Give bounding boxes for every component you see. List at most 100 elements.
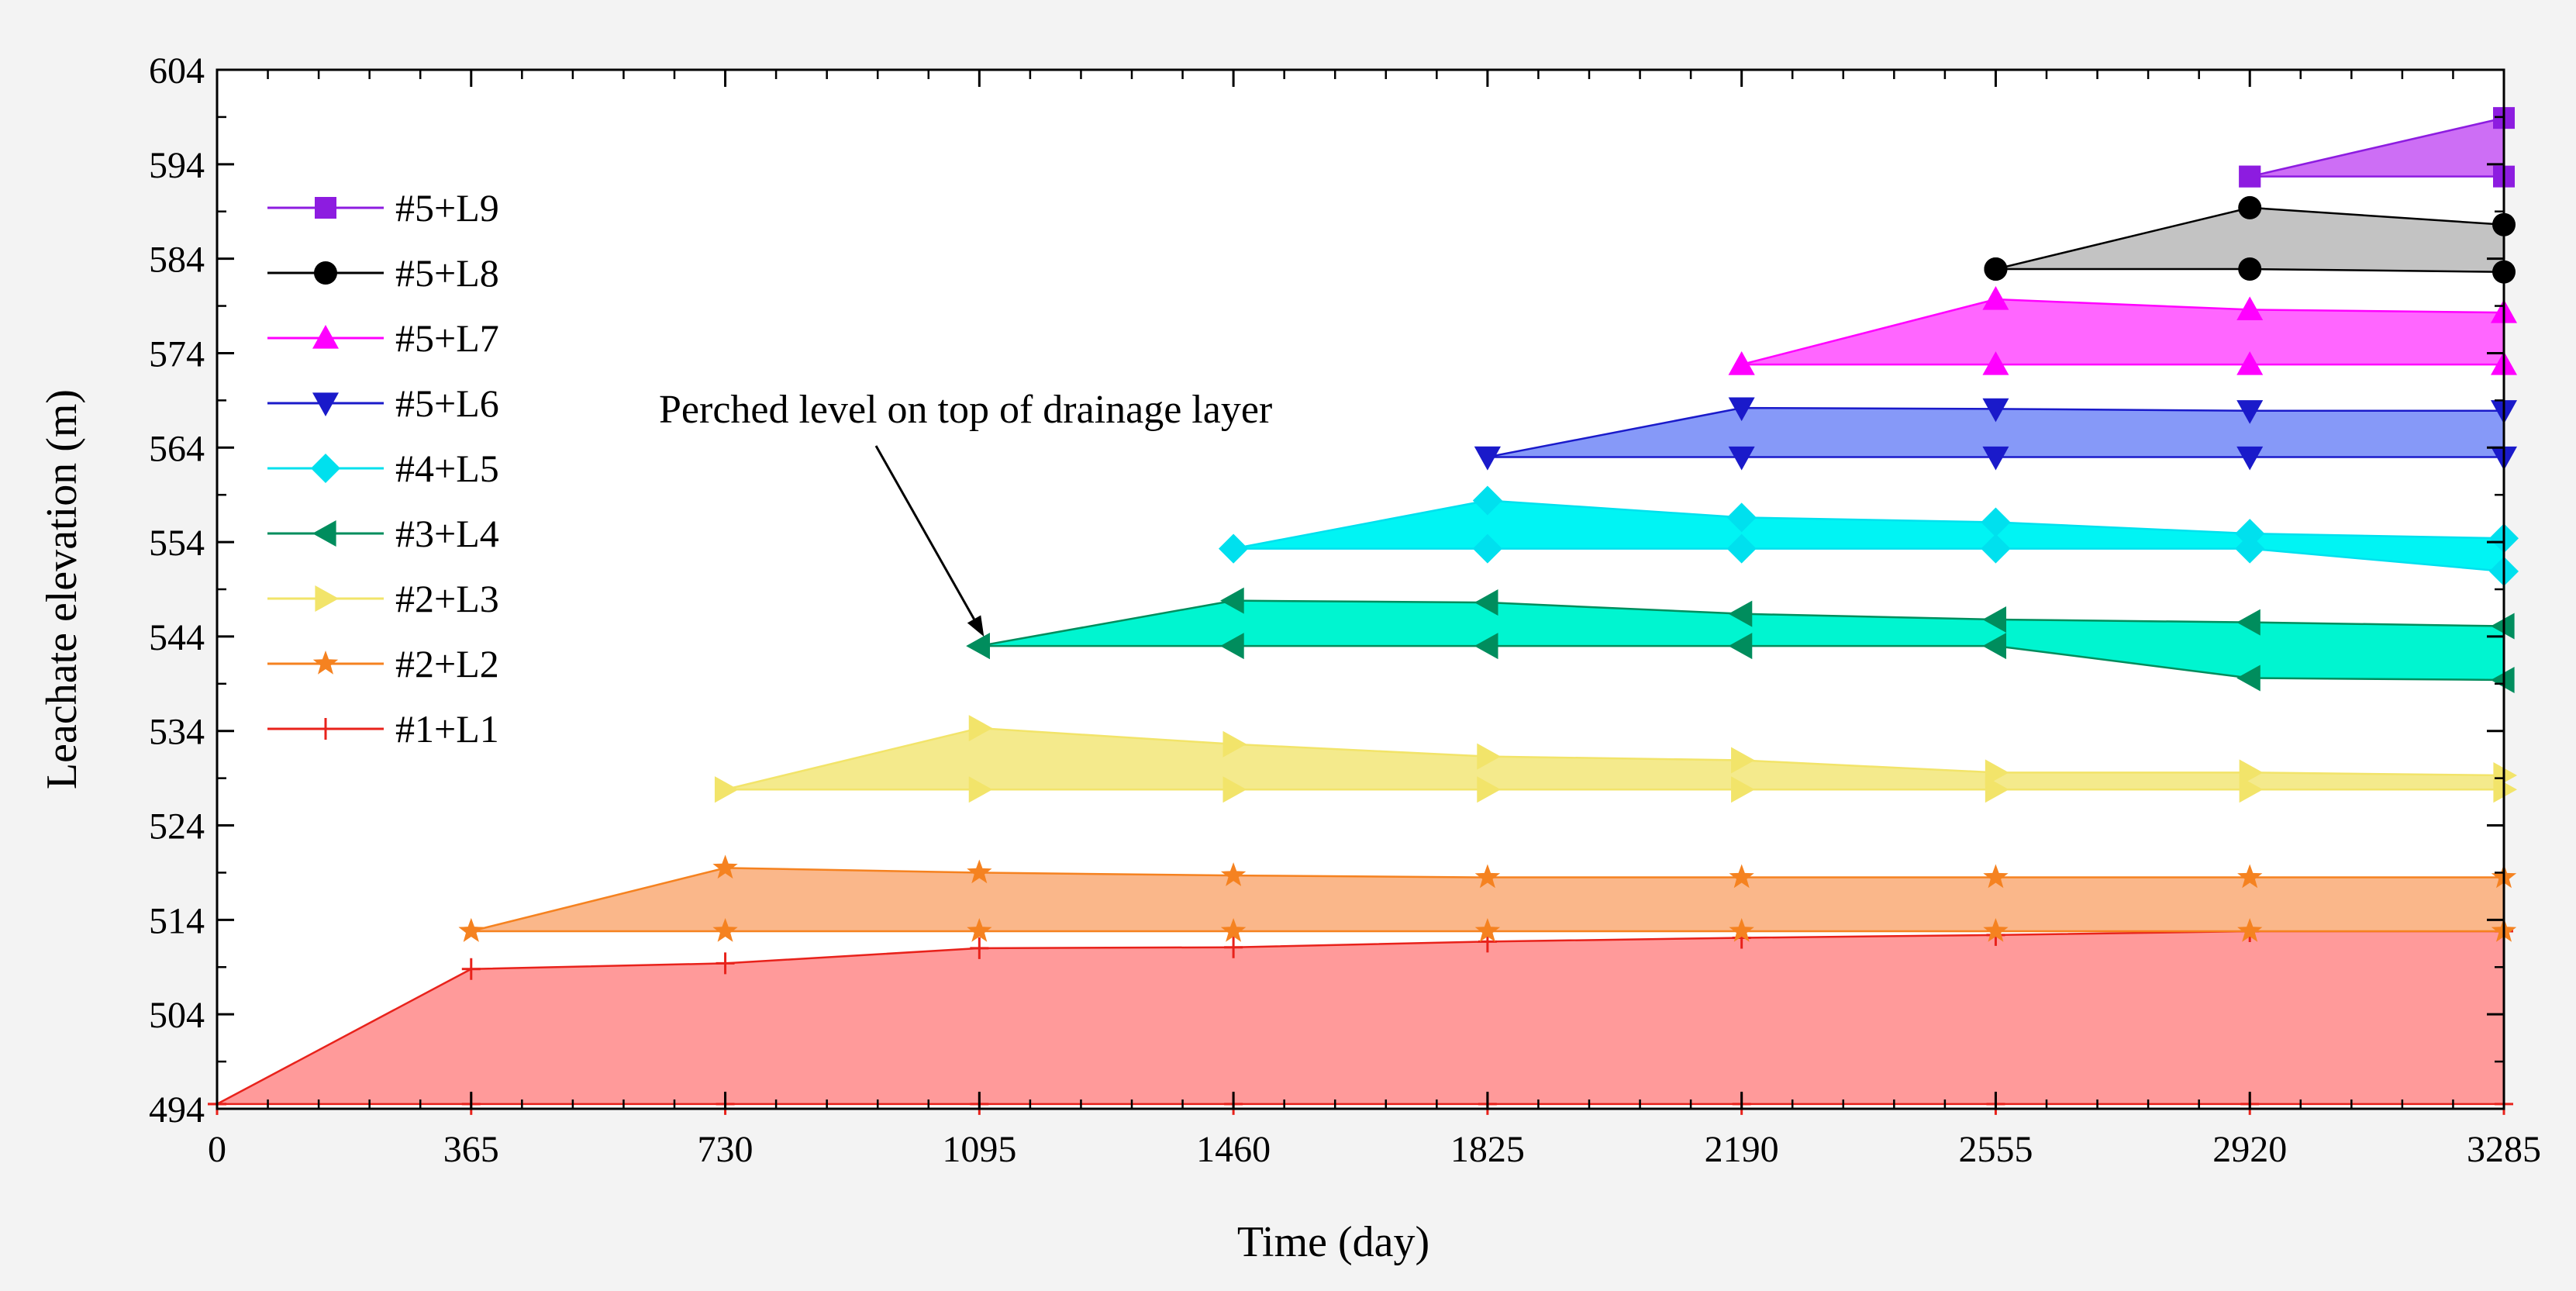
data-point-lower xyxy=(1477,776,1501,803)
data-point-lower xyxy=(2493,776,2517,803)
annotation-arrow-line xyxy=(874,445,975,620)
data-point-upper xyxy=(1985,759,2009,786)
data-point-lower xyxy=(1982,351,2009,375)
legend-marker xyxy=(312,325,339,349)
upper-line xyxy=(216,930,2504,1106)
data-point-upper xyxy=(1220,587,1244,614)
legend-item-2-l2: #2+L2 xyxy=(267,642,499,685)
series-5-l6 xyxy=(1474,397,2517,471)
x-tick-label: 1825 xyxy=(1450,1129,1525,1170)
x-axis-title: Time (day) xyxy=(1237,1218,1429,1266)
data-point-upper xyxy=(2236,609,2260,636)
legend-item-2-l3: #2+L3 xyxy=(267,577,499,620)
data-point-upper xyxy=(1981,507,2011,537)
y-tick-label: 604 xyxy=(149,50,205,91)
legend-label: #5+L6 xyxy=(395,381,499,425)
band-fill xyxy=(1995,207,2504,272)
data-point-upper xyxy=(967,859,992,884)
legend-label: #5+L7 xyxy=(395,316,499,360)
data-point-lower xyxy=(966,633,990,660)
data-point-upper xyxy=(1474,589,1498,616)
series-5-l7 xyxy=(1728,286,2517,375)
data-point-lower xyxy=(1220,918,1247,942)
data-point-lower xyxy=(1981,533,2011,564)
legend-item-1-l1: #1+L1 xyxy=(267,707,499,751)
y-axis-title: Leachate elevation (m) xyxy=(38,389,86,789)
data-point-upper xyxy=(1222,730,1247,758)
y-tick-label: 584 xyxy=(149,240,205,281)
data-point-lower xyxy=(1474,446,1501,471)
data-point-lower xyxy=(1982,633,2007,660)
data-point-lower xyxy=(968,776,993,803)
data-point-upper xyxy=(1729,864,1754,889)
legend-label: #2+L3 xyxy=(395,577,499,620)
x-tick-label: 0 xyxy=(208,1129,226,1170)
y-tick-label: 554 xyxy=(149,523,205,564)
data-point-upper xyxy=(1982,606,2007,633)
y-tick-label: 504 xyxy=(149,995,205,1036)
y-tick-label: 544 xyxy=(149,617,205,658)
data-point-lower xyxy=(967,918,992,942)
band-fill xyxy=(471,868,2504,931)
series-4-l5 xyxy=(1219,485,2519,586)
data-point-lower xyxy=(1985,776,2009,803)
data-point-lower xyxy=(712,918,738,942)
data-point-upper xyxy=(1728,600,1753,627)
legend-label: #5+L8 xyxy=(395,251,499,295)
data-point-upper xyxy=(2237,864,2263,889)
legend-item-5-l7: #5+L7 xyxy=(267,316,499,360)
legend-marker xyxy=(312,651,339,675)
data-point-upper xyxy=(1477,743,1501,770)
upper-line xyxy=(1741,298,2505,366)
x-tick-label: 1095 xyxy=(942,1129,1016,1170)
data-point-upper xyxy=(2236,296,2264,321)
data-point-upper xyxy=(2491,613,2515,640)
data-point-upper xyxy=(1220,862,1247,886)
data-point-lower xyxy=(1220,633,1244,660)
legend-item-3-l4: #3+L4 xyxy=(267,512,499,555)
data-point-upper xyxy=(1983,864,2009,889)
data-point-upper xyxy=(2235,519,2265,549)
data-point-upper xyxy=(461,958,481,980)
data-point-lower xyxy=(1472,533,1502,564)
data-point-lower xyxy=(1728,351,1755,375)
series-3-l4 xyxy=(966,587,2515,693)
legend-item-5-l6: #5+L6 xyxy=(267,381,499,425)
legend-label: #3+L4 xyxy=(395,512,499,555)
data-point-lower xyxy=(1222,776,1247,803)
upper-line xyxy=(725,727,2505,791)
x-tick-label: 2190 xyxy=(1705,1129,1779,1170)
legend-marker xyxy=(311,454,340,483)
data-point-lower xyxy=(1984,257,2008,281)
data-point-lower xyxy=(1982,446,2009,471)
data-point-lower xyxy=(2236,446,2264,471)
legend: #5+L9 #5+L8 #5+L7 #5+L6 #4+L5 #3+L4 #2+L3 #2+L2… xyxy=(267,186,499,751)
data-point-upper xyxy=(1726,502,1757,533)
y-tick-label: 574 xyxy=(149,333,205,375)
series-5-l8 xyxy=(1984,195,2516,284)
series-layer xyxy=(208,107,2519,1115)
legend-marker xyxy=(312,520,336,547)
data-point-lower xyxy=(1731,776,1755,803)
y-tick-label: 564 xyxy=(149,428,205,469)
series-2-l3 xyxy=(714,715,2517,803)
legend-label: #4+L5 xyxy=(395,447,499,490)
x-tick-label: 730 xyxy=(698,1129,753,1170)
band-fill xyxy=(1233,500,2504,571)
data-point-lower xyxy=(2491,666,2515,693)
data-point-upper xyxy=(968,715,993,742)
x-tick-label: 365 xyxy=(443,1129,499,1170)
data-point-lower xyxy=(714,776,739,803)
data-point-upper xyxy=(1224,936,1243,958)
data-point-lower xyxy=(1474,633,1498,660)
data-point-lower xyxy=(1219,533,1249,564)
upper-line xyxy=(1233,499,2505,550)
data-point-upper xyxy=(1728,397,1755,422)
data-point-lower xyxy=(1729,918,1754,942)
annotation-arrow-head xyxy=(967,615,985,637)
data-point-lower xyxy=(2235,533,2265,564)
legend-marker xyxy=(315,197,336,219)
data-point-upper xyxy=(712,854,738,879)
data-point-lower xyxy=(2236,664,2260,692)
